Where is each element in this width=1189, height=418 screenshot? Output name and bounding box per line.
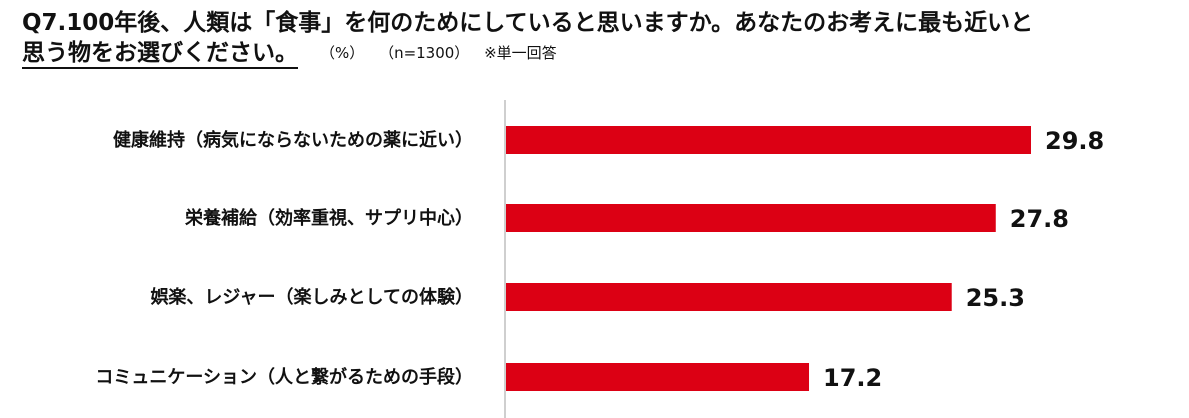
question-meta: （%） （n=1300） ※単一回答 — [320, 44, 567, 62]
question-title-line2: 思う物をお選びください。 — [22, 40, 298, 69]
value-label: 29.8 — [1045, 127, 1104, 155]
bar — [506, 363, 810, 391]
sample-size-note: （n=1300） — [379, 44, 470, 62]
category-label: 健康維持（病気にならないための薬に近い） — [113, 129, 473, 151]
bar — [506, 126, 1031, 154]
value-label: 17.2 — [823, 364, 882, 392]
answer-type-note: ※単一回答 — [484, 44, 557, 62]
category-label: 娯楽、レジャー（楽しみとしての体験） — [150, 286, 473, 308]
question-title-line1: Q7.100年後、人類は「食事」を何のためにしていると思いますか。あなたのお考え… — [22, 10, 1034, 36]
category-label: コミュニケーション（人と繋がるための手段） — [95, 366, 473, 388]
unit-note: （%） — [320, 44, 365, 62]
value-label: 27.8 — [1010, 205, 1069, 233]
question-block: Q7.100年後、人類は「食事」を何のためにしていると思いますか。あなたのお考え… — [22, 8, 1182, 69]
value-label: 25.3 — [966, 284, 1025, 312]
bar — [506, 283, 952, 311]
category-label: 栄養補給（効率重視、サプリ中心） — [184, 207, 473, 229]
bar — [506, 204, 996, 232]
